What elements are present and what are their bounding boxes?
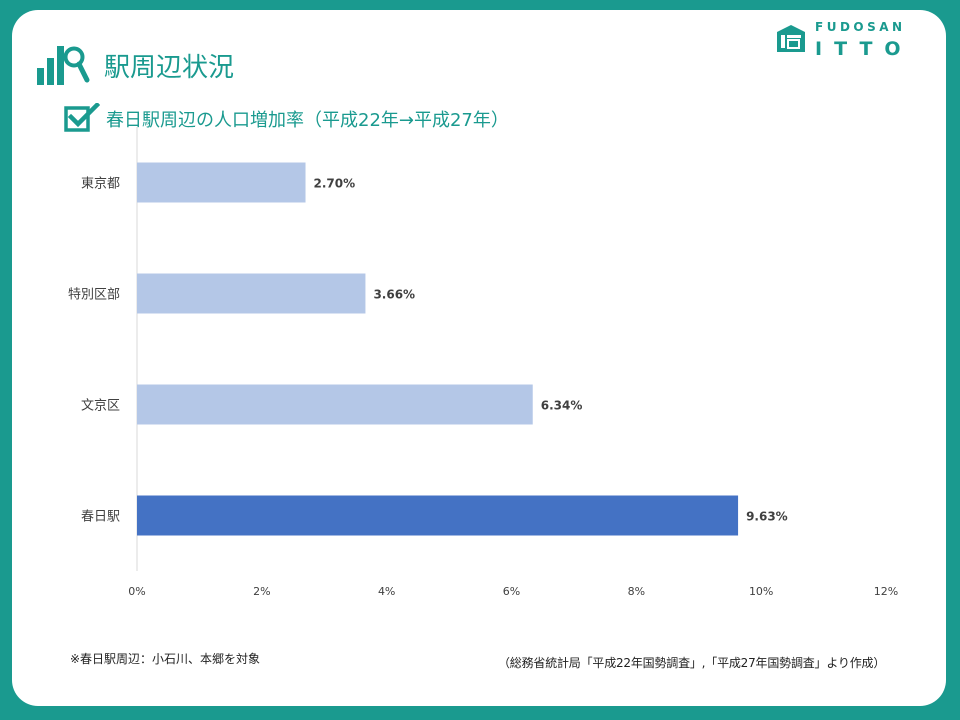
x-tick-label-4: 8% (628, 585, 645, 598)
chart-title: 春日駅周辺の人口増加率（平成22年→平成27年） (106, 110, 509, 131)
data-label-0: 2.70% (314, 177, 356, 191)
data-label-2: 6.34% (541, 399, 583, 413)
bar-1 (137, 273, 366, 314)
bar-3 (137, 495, 739, 536)
target-area-note: ※春日駅周辺：小石川、本郷を対象 (70, 652, 261, 666)
x-tick-label-0: 0% (128, 585, 145, 598)
x-tick-label-2: 4% (378, 585, 395, 598)
category-label-1: 特別区部 (68, 288, 120, 303)
section-title: 駅周辺状況 (104, 53, 235, 83)
source-note: （総務省統計局「平成22年国勢調査」,「平成27年国勢調査」より作成） (498, 656, 886, 670)
x-tick-label-5: 10% (749, 585, 773, 598)
x-tick-label-1: 2% (253, 585, 270, 598)
x-tick-label-3: 6% (503, 585, 520, 598)
category-label-3: 春日駅 (81, 510, 120, 525)
logo-text-bottom: ITTO (815, 38, 913, 60)
category-label-0: 東京都 (81, 176, 120, 192)
bar-chart-magnifier-icon (37, 46, 90, 85)
house-logo-icon (777, 25, 805, 52)
company-logo: FUDOSAN ITTO (775, 20, 925, 60)
checkbox-checked-icon (64, 103, 100, 132)
bar-0 (137, 162, 306, 203)
category-label-2: 文京区 (81, 399, 120, 414)
content-card (12, 10, 946, 706)
data-label-1: 3.66% (373, 288, 415, 302)
x-tick-label-6: 12% (874, 585, 898, 598)
data-label-3: 9.63% (746, 510, 788, 524)
bar-2 (137, 384, 533, 425)
logo-text-top: FUDOSAN (815, 20, 906, 34)
